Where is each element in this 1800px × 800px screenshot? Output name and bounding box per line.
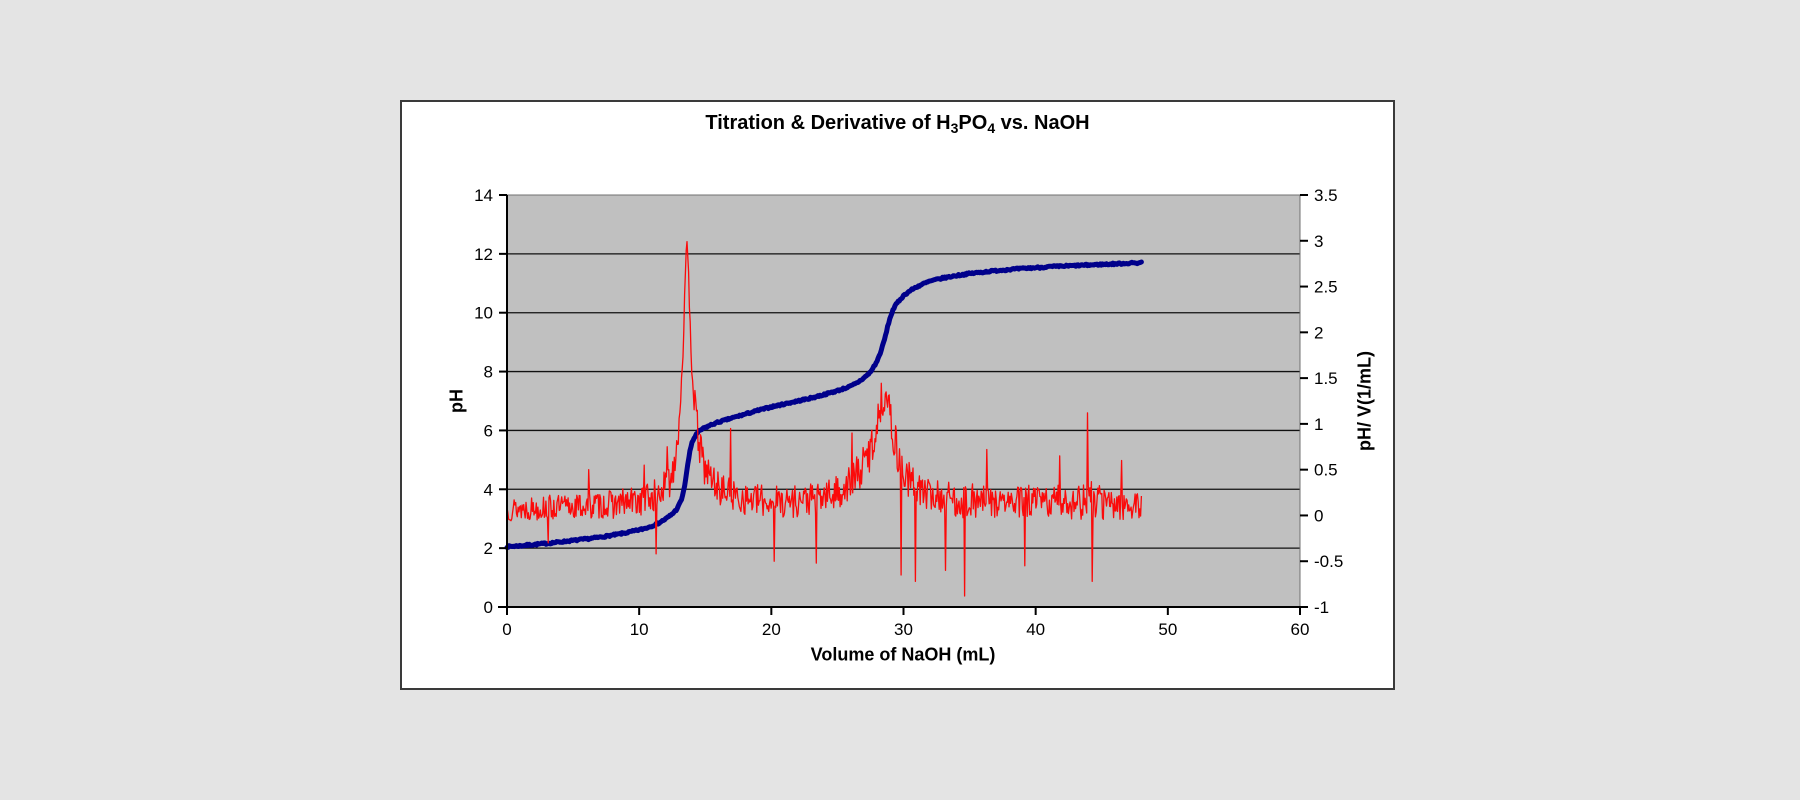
plot-area (507, 195, 1300, 607)
titration-curve (504, 259, 1144, 550)
y-left-tick-label: 12 (474, 245, 493, 264)
y-right-tick-label: 2.5 (1314, 278, 1338, 297)
y-left-tick-label: 4 (484, 480, 493, 499)
chart-title-text: Titration & Derivative of H (705, 112, 951, 134)
y-right-tick-label: -0.5 (1314, 552, 1343, 571)
x-axis-tick-label: 10 (630, 620, 649, 639)
y-left-tick-label: 14 (474, 186, 493, 205)
derivative-curve (506, 241, 1143, 597)
x-axis-tick-label: 0 (502, 620, 511, 639)
x-axis-tick-label: 50 (1158, 620, 1177, 639)
y-right-tick-label: 0 (1314, 506, 1323, 525)
chart-title-subscript: 3 (950, 120, 959, 136)
x-axis-title: Volume of NaOH (mL) (810, 644, 996, 665)
x-axis-tick-label: 20 (762, 620, 781, 639)
y-right-tick-label: 0.5 (1314, 461, 1338, 480)
y-right-tick-label: 1.5 (1314, 369, 1338, 388)
plot-svg: 0 2 4 6 8 10 12 14 -1 -0.5 0 0.5 1 1.5 2 2.5 3 3.5 0 10 20 30… (474, 186, 1343, 639)
y-left-tick-label: 0 (484, 598, 493, 617)
chart-box: Titration & Derivative of H3PO4 vs. NaOH… (400, 100, 1395, 690)
y-left-tick-label: 10 (474, 304, 493, 323)
y-right-tick-label: 1 (1314, 415, 1323, 434)
chart-title-subscript: 4 (987, 120, 996, 136)
chart-title-text: vs. NaOH (995, 112, 1090, 134)
x-axis-tick-label: 30 (894, 620, 913, 639)
y-right-tick-label: -1 (1314, 598, 1329, 617)
x-axis-tick-label: 40 (1026, 620, 1045, 639)
x-axis-tick-label: 60 (1291, 620, 1310, 639)
y-left-tick-label: 8 (484, 363, 493, 382)
y-left-tick-label: 6 (484, 421, 493, 440)
chart-title: Titration & Derivative of H3PO4 vs. NaOH (402, 110, 1393, 136)
chart-title-text: PO (958, 112, 988, 134)
y-right-tick-label: 2 (1314, 323, 1323, 342)
y-left-tick-label: 2 (484, 539, 493, 558)
y-right-tick-label: 3.5 (1314, 186, 1338, 205)
y-right-tick-label: 3 (1314, 232, 1323, 251)
